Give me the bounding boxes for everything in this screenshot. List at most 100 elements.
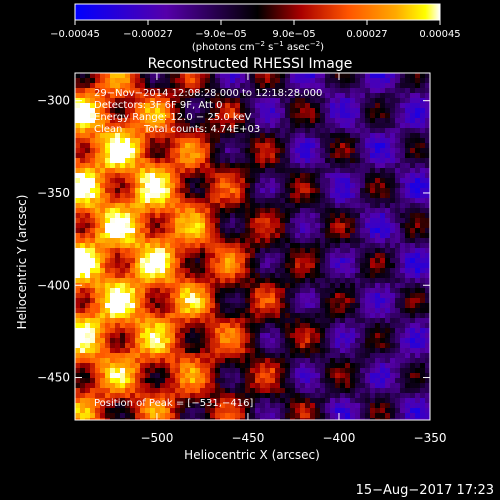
heatmap-cell: [420, 408, 425, 413]
heatmap-cell: [375, 283, 380, 288]
heatmap-cell: [100, 248, 105, 253]
heatmap-cell: [230, 303, 235, 308]
heatmap-cell: [160, 123, 165, 128]
heatmap-cell: [250, 173, 255, 178]
heatmap-cell: [335, 403, 340, 408]
heatmap-cell: [195, 413, 200, 418]
heatmap-cell: [305, 293, 310, 298]
heatmap-cell: [125, 108, 130, 113]
heatmap-cell: [340, 253, 345, 258]
heatmap-cell: [225, 243, 230, 248]
heatmap-cell: [175, 103, 180, 108]
heatmap-cell: [245, 193, 250, 198]
heatmap-cell: [385, 413, 390, 418]
heatmap-cell: [420, 378, 425, 383]
heatmap-cell: [355, 183, 360, 188]
heatmap-cell: [110, 153, 115, 158]
heatmap-cell: [120, 183, 125, 188]
heatmap-cell: [275, 418, 280, 420]
heatmap-cell: [250, 253, 255, 258]
heatmap-cell: [345, 388, 350, 393]
heatmap-cell: [345, 213, 350, 218]
heatmap-cell: [265, 373, 270, 378]
heatmap-cell: [195, 143, 200, 148]
heatmap-cell: [235, 293, 240, 298]
heatmap-cell: [385, 208, 390, 213]
heatmap-cell: [390, 178, 395, 183]
heatmap-cell: [110, 303, 115, 308]
heatmap-cell: [165, 383, 170, 388]
heatmap-cell: [380, 278, 385, 283]
heatmap-cell: [200, 193, 205, 198]
heatmap-cell: [110, 118, 115, 123]
heatmap-cell: [210, 398, 215, 403]
heatmap-cell: [210, 228, 215, 233]
heatmap-cell: [80, 203, 85, 208]
heatmap-cell: [240, 253, 245, 258]
heatmap-cell: [135, 273, 140, 278]
heatmap-cell: [160, 363, 165, 368]
heatmap-cell: [265, 123, 270, 128]
heatmap-cell: [85, 238, 90, 243]
heatmap-cell: [105, 263, 110, 268]
heatmap-cell: [135, 238, 140, 243]
heatmap-cell: [415, 118, 420, 123]
heatmap-cell: [360, 88, 365, 93]
heatmap-cell: [335, 418, 340, 420]
heatmap-cell: [280, 238, 285, 243]
heatmap-cell: [160, 398, 165, 403]
heatmap-cell: [380, 348, 385, 353]
heatmap-cell: [170, 138, 175, 143]
heatmap-cell: [395, 298, 400, 303]
heatmap-cell: [340, 258, 345, 263]
heatmap-cell: [215, 178, 220, 183]
heatmap-cell: [385, 263, 390, 268]
heatmap-cell: [385, 133, 390, 138]
heatmap-cell: [155, 303, 160, 308]
heatmap-cell: [230, 108, 235, 113]
heatmap-cell: [330, 168, 335, 173]
heatmap-cell: [415, 143, 420, 148]
heatmap-cell: [90, 323, 95, 328]
heatmap-cell: [355, 123, 360, 128]
heatmap-cell: [200, 203, 205, 208]
heatmap-cell: [395, 228, 400, 233]
heatmap-cell: [245, 303, 250, 308]
heatmap-cell: [165, 298, 170, 303]
heatmap-cell: [255, 123, 260, 128]
heatmap-cell: [80, 323, 85, 328]
heatmap-cell: [130, 358, 135, 363]
heatmap-cell: [235, 233, 240, 238]
heatmap-cell: [195, 248, 200, 253]
heatmap-cell: [100, 333, 105, 338]
heatmap-cell: [210, 128, 215, 133]
heatmap-cell: [375, 258, 380, 263]
heatmap-cell: [405, 163, 410, 168]
heatmap-cell: [220, 323, 225, 328]
heatmap-cell: [135, 333, 140, 338]
heatmap-cell: [380, 373, 385, 378]
heatmap-cell: [195, 258, 200, 263]
heatmap-cell: [230, 378, 235, 383]
heatmap-cell: [390, 268, 395, 273]
heatmap-cell: [305, 148, 310, 153]
heatmap-cell: [160, 168, 165, 173]
heatmap-cell: [365, 208, 370, 213]
heatmap-cell: [285, 308, 290, 313]
heatmap-cell: [285, 338, 290, 343]
heatmap-cell: [190, 218, 195, 223]
heatmap-cell: [310, 158, 315, 163]
heatmap-cell: [250, 243, 255, 248]
heatmap-cell: [95, 383, 100, 388]
heatmap-cell: [305, 228, 310, 233]
heatmap-cell: [320, 258, 325, 263]
heatmap-cell: [180, 383, 185, 388]
heatmap-cell: [380, 183, 385, 188]
heatmap-cell: [275, 368, 280, 373]
heatmap-cell: [190, 273, 195, 278]
heatmap-cell: [335, 168, 340, 173]
heatmap-cell: [245, 263, 250, 268]
heatmap-cell: [325, 278, 330, 283]
heatmap-cell: [405, 358, 410, 363]
heatmap-cell: [350, 123, 355, 128]
